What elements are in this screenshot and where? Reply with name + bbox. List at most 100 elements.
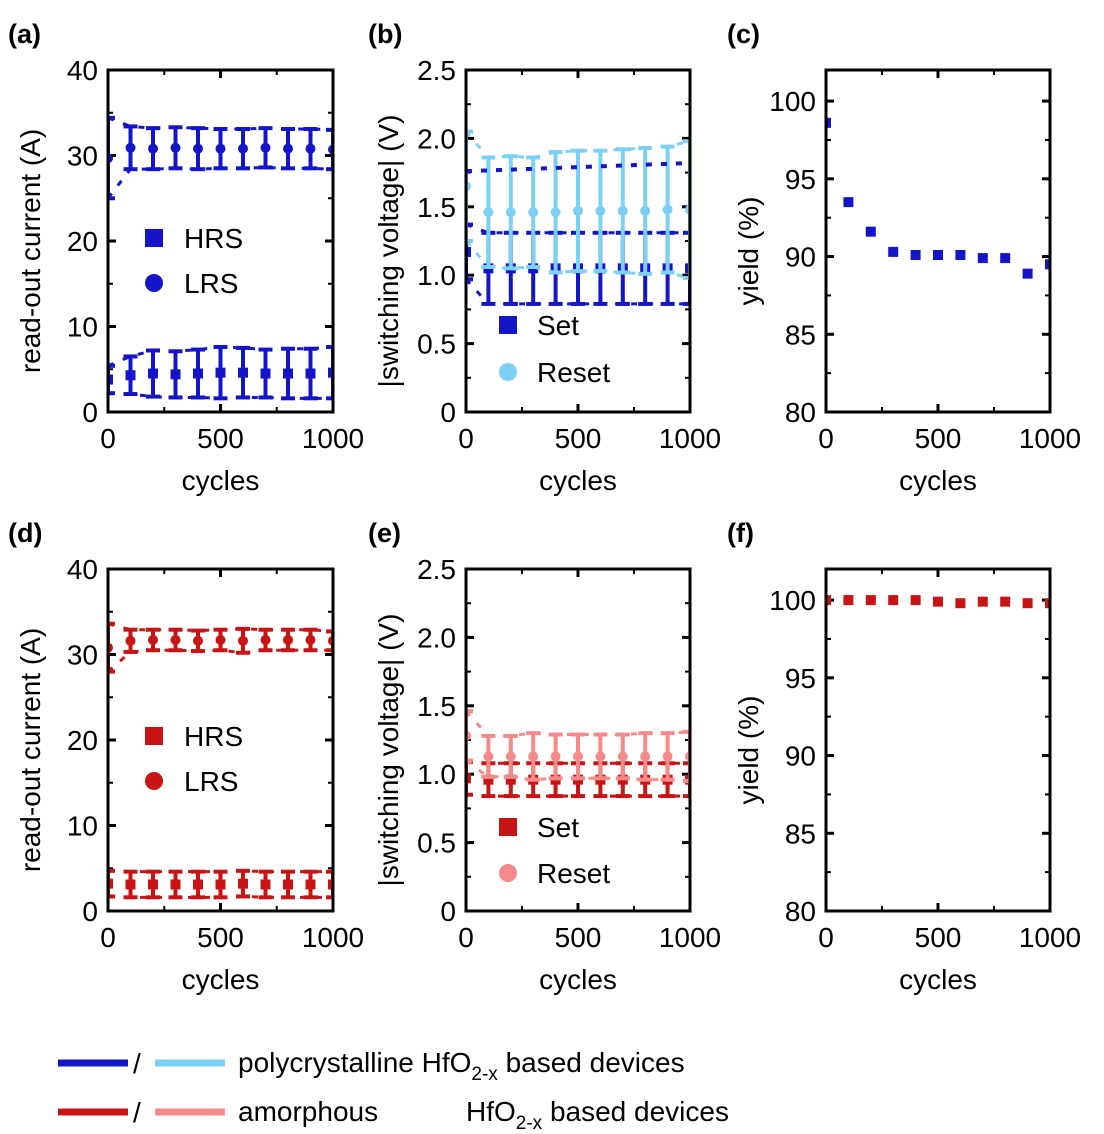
data-point (125, 635, 136, 646)
y-tick-label: 90 (785, 741, 816, 772)
data-point (955, 249, 966, 260)
data-point (595, 205, 606, 216)
data-point (238, 635, 248, 646)
y-tick-label: 90 (785, 242, 816, 273)
x-tick-label: 1000 (659, 423, 721, 454)
data-point (662, 751, 673, 762)
y-tick-label: 0 (82, 397, 98, 428)
plot-frame (824, 567, 1052, 913)
y-tick-label: 85 (785, 818, 816, 849)
legend-marker (145, 274, 163, 292)
y-tick-label: 10 (67, 312, 98, 343)
y-tick-label: 30 (67, 141, 98, 172)
x-tick-label: 0 (818, 922, 834, 953)
data-point (826, 117, 831, 128)
x-axis-label: cycles (539, 964, 617, 995)
error-lower-line (108, 648, 333, 673)
series-reset (466, 709, 690, 784)
data-point (685, 263, 690, 274)
y-tick-label: 85 (785, 319, 816, 350)
legend-label: Set (537, 310, 579, 341)
legend-slash: / (133, 1097, 141, 1128)
data-point (305, 143, 316, 154)
legend-text-amor: amorphous (238, 1096, 378, 1127)
data-point (215, 879, 226, 890)
data-point (215, 634, 226, 645)
series-data (826, 595, 1050, 609)
data-point (573, 205, 583, 216)
legend-label: Reset (537, 357, 610, 388)
plot-area (466, 709, 690, 799)
y-tick-label: 2.5 (417, 554, 456, 585)
data-point (826, 595, 831, 606)
legend: HRS LRS (145, 223, 243, 299)
data-point (260, 879, 271, 890)
x-tick-label: 0 (458, 922, 474, 953)
y-tick-label: 40 (67, 554, 98, 585)
data-point (238, 143, 248, 154)
data-point (910, 595, 921, 606)
plot-area (826, 117, 1050, 279)
panel-label: (b) (368, 19, 402, 49)
legend-label: Set (537, 812, 579, 843)
data-point (170, 634, 181, 645)
data-point (640, 205, 651, 216)
y-tick-label: 1.0 (417, 260, 456, 291)
legend-label: HRS (184, 223, 243, 254)
y-tick-label: 100 (769, 86, 816, 117)
y-tick-label: 30 (67, 640, 98, 671)
data-point (328, 879, 333, 890)
x-tick-label: 1000 (1019, 922, 1081, 953)
data-point (125, 142, 136, 153)
x-axis-label: cycles (899, 964, 977, 995)
x-tick-label: 1000 (302, 922, 364, 953)
data-point (505, 774, 516, 785)
y-tick-label: 0 (440, 896, 456, 927)
y-axis-label: yield (%) (733, 696, 764, 805)
y-tick-label: 0.5 (417, 329, 456, 360)
data-point (260, 368, 271, 379)
data-point (843, 595, 854, 606)
data-point (283, 634, 293, 645)
x-axis-label: cycles (899, 465, 977, 496)
data-point (125, 370, 136, 381)
legend-formula: HfO2-x based devices (466, 1096, 729, 1134)
y-tick-label: 1.5 (417, 192, 456, 223)
y-tick-label: 1.0 (417, 759, 456, 790)
series-data (826, 117, 1050, 279)
data-point (193, 143, 203, 154)
series-lrs (108, 621, 333, 674)
legend-label: HRS (184, 721, 243, 752)
data-point (977, 596, 988, 607)
data-point (888, 246, 899, 257)
plot-frame (824, 68, 1052, 414)
x-axis-label: cycles (182, 465, 260, 496)
error-lower-line (466, 278, 690, 306)
y-tick-label: 80 (785, 397, 816, 428)
data-point (933, 249, 943, 260)
x-tick-label: 0 (818, 423, 834, 454)
data-point (1045, 259, 1050, 270)
error-lower-line (466, 240, 690, 280)
panel-label: (d) (8, 518, 42, 548)
figure-legend: / polycrystalline HfO2-x based devices / am… (58, 1047, 729, 1134)
panel-label: (e) (368, 518, 401, 548)
data-point (466, 773, 471, 784)
y-tick-label: 80 (785, 896, 816, 927)
plot-frame (464, 68, 692, 414)
data-point (215, 367, 226, 378)
data-point (528, 751, 539, 762)
data-point (505, 751, 516, 762)
series-hrs (108, 868, 333, 900)
legend-label: Reset (537, 858, 610, 889)
data-point (617, 205, 628, 216)
data-point (305, 368, 316, 379)
data-point (528, 207, 539, 218)
x-tick-label: 500 (555, 423, 602, 454)
data-point (148, 143, 158, 154)
data-point (305, 634, 316, 645)
data-point (550, 207, 561, 218)
data-point (640, 751, 651, 762)
data-point (170, 879, 181, 890)
